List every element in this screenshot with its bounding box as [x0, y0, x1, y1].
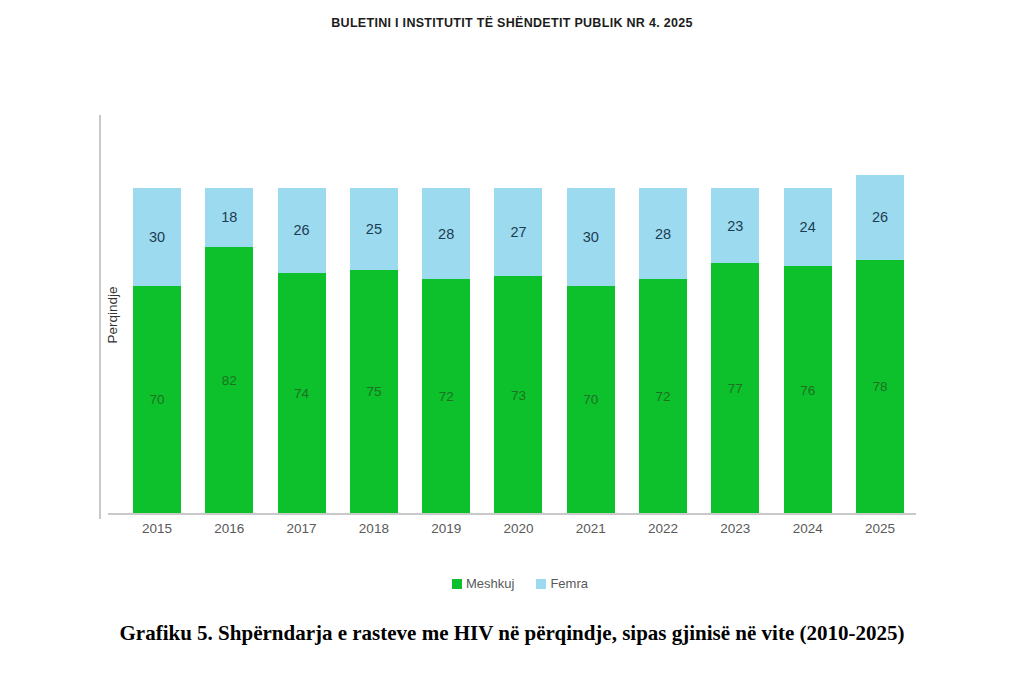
data-label: 73 [511, 388, 526, 403]
bar-segment-meshkuj-2017: 74 [278, 273, 326, 514]
bar-segment-meshkuj-2024: 76 [784, 266, 832, 514]
meshkuj-swatch-icon [452, 579, 462, 589]
x-tick-2023: 2023 [711, 521, 759, 536]
bar-segment-meshkuj-2016: 82 [205, 247, 253, 514]
bar-segment-femra-2019: 28 [422, 188, 470, 279]
bars-row: 3070188226742575287227733070287223772476… [133, 164, 904, 514]
data-label: 76 [800, 383, 815, 398]
x-axis-line [108, 513, 916, 515]
bar-2024: 24 76 [784, 188, 832, 514]
data-label: 25 [366, 221, 382, 237]
data-label: 30 [149, 229, 165, 245]
bar-2015: 30 70 [133, 188, 181, 514]
x-tick-2016: 2016 [205, 521, 253, 536]
data-label: 23 [727, 218, 743, 234]
bar-2018: 25 75 [350, 188, 398, 514]
bar-segment-meshkuj-2015: 70 [133, 286, 181, 514]
data-label: 72 [439, 389, 454, 404]
bar-2017: 26 74 [278, 188, 326, 514]
bar-segment-femra-2022: 28 [639, 188, 687, 279]
legend-label-meshkuj: Meshkuj [466, 576, 514, 591]
bar-segment-meshkuj-2020: 73 [494, 276, 542, 514]
y-axis-line [99, 115, 101, 519]
x-tick-2024: 2024 [784, 521, 832, 536]
bar-segment-meshkuj-2025: 78 [856, 260, 904, 514]
bar-segment-meshkuj-2021: 70 [567, 286, 615, 514]
bar-segment-femra-2023: 23 [711, 188, 759, 263]
bar-segment-meshkuj-2018: 75 [350, 270, 398, 515]
data-label: 28 [438, 226, 454, 242]
bar-2016: 1882 [205, 188, 253, 514]
legend-item-meshkuj: Meshkuj [452, 576, 514, 591]
data-label: 26 [872, 209, 888, 225]
bar-2021: 30 70 [567, 188, 615, 514]
x-tick-2021: 2021 [567, 521, 615, 536]
bar-segment-femra-2017: 26 [278, 188, 326, 273]
bar-segment-meshkuj-2022: 72 [639, 279, 687, 514]
bar-2019: 28 72 [422, 188, 470, 514]
bar-2023: 23 77 [711, 188, 759, 514]
data-label: 26 [294, 222, 310, 238]
bar-segment-femra-2016: 18 [205, 188, 253, 247]
bar-2022: 28 72 [639, 188, 687, 514]
data-label: 27 [510, 224, 526, 240]
data-label: 70 [583, 392, 598, 407]
data-label: 72 [656, 389, 671, 404]
bar-segment-femra-2021: 30 [567, 188, 615, 286]
x-tick-2022: 2022 [639, 521, 687, 536]
bar-2025: 26 78 [856, 175, 904, 514]
x-tick-2019: 2019 [422, 521, 470, 536]
data-label: 28 [655, 226, 671, 242]
x-tick-2017: 2017 [278, 521, 326, 536]
figure-caption: Grafiku 5. Shpërndarja e rasteve me HIV … [0, 621, 1024, 646]
data-label: 30 [583, 229, 599, 245]
bar-2020: 27 73 [494, 188, 542, 514]
stacked-bar-chart: Perqindje 307018822674257528722773307028… [0, 0, 1024, 615]
x-tick-2020: 2020 [494, 521, 542, 536]
x-tick-2025: 2025 [856, 521, 904, 536]
bar-segment-femra-2015: 30 [133, 188, 181, 286]
data-label: 24 [800, 219, 816, 235]
x-tick-2015: 2015 [133, 521, 181, 536]
data-label: 18 [221, 209, 237, 225]
bar-segment-femra-2018: 25 [350, 188, 398, 270]
bar-segment-femra-2025: 26 [856, 175, 904, 260]
data-label: 82 [222, 373, 237, 388]
x-tick-2018: 2018 [350, 521, 398, 536]
bar-segment-femra-2020: 27 [494, 188, 542, 276]
legend-label-femra: Femra [550, 576, 588, 591]
x-axis-labels: 2015 2016 2017 2018 2019 2020 2021 2022 2023 2024… [133, 521, 904, 536]
chart-legend: Meshkuj Femra [0, 576, 1024, 591]
legend-item-femra: Femra [536, 576, 588, 591]
data-label: 77 [728, 381, 743, 396]
bar-segment-femra-2024: 24 [784, 188, 832, 266]
data-label: 74 [294, 386, 309, 401]
bar-segment-meshkuj-2023: 77 [711, 263, 759, 514]
bar-segment-meshkuj-2019: 72 [422, 279, 470, 514]
y-axis-label: Perqindje [105, 265, 125, 365]
femra-swatch-icon [536, 579, 546, 589]
data-label: 75 [366, 384, 381, 399]
data-label: 70 [149, 392, 164, 407]
data-label: 78 [872, 379, 887, 394]
